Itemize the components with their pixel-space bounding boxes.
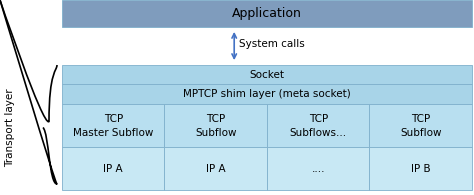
Bar: [267, 104, 370, 147]
Bar: [62, 104, 164, 147]
Bar: [164, 104, 267, 147]
Bar: [62, 65, 472, 84]
Text: Subflow: Subflow: [195, 128, 237, 137]
Bar: [370, 147, 472, 190]
Text: TCP: TCP: [411, 113, 430, 123]
Text: System calls: System calls: [239, 39, 305, 49]
Bar: [62, 84, 472, 104]
Text: TCP: TCP: [206, 113, 225, 123]
Text: Socket: Socket: [249, 69, 284, 80]
Bar: [62, 0, 472, 27]
Text: Transport layer: Transport layer: [5, 88, 15, 167]
Bar: [267, 147, 370, 190]
Bar: [164, 147, 267, 190]
Text: TCP: TCP: [309, 113, 328, 123]
Text: IP A: IP A: [206, 163, 226, 174]
Text: Subflow: Subflow: [400, 128, 441, 137]
Text: ....: ....: [311, 163, 325, 174]
Text: TCP: TCP: [104, 113, 123, 123]
Text: IP B: IP B: [411, 163, 430, 174]
Text: IP A: IP A: [103, 163, 123, 174]
Bar: [370, 104, 472, 147]
Text: MPTCP shim layer (meta socket): MPTCP shim layer (meta socket): [183, 89, 351, 99]
Text: Master Subflow: Master Subflow: [73, 128, 154, 137]
Text: Application: Application: [232, 7, 302, 20]
Text: Subflows...: Subflows...: [290, 128, 347, 137]
Bar: [62, 147, 164, 190]
